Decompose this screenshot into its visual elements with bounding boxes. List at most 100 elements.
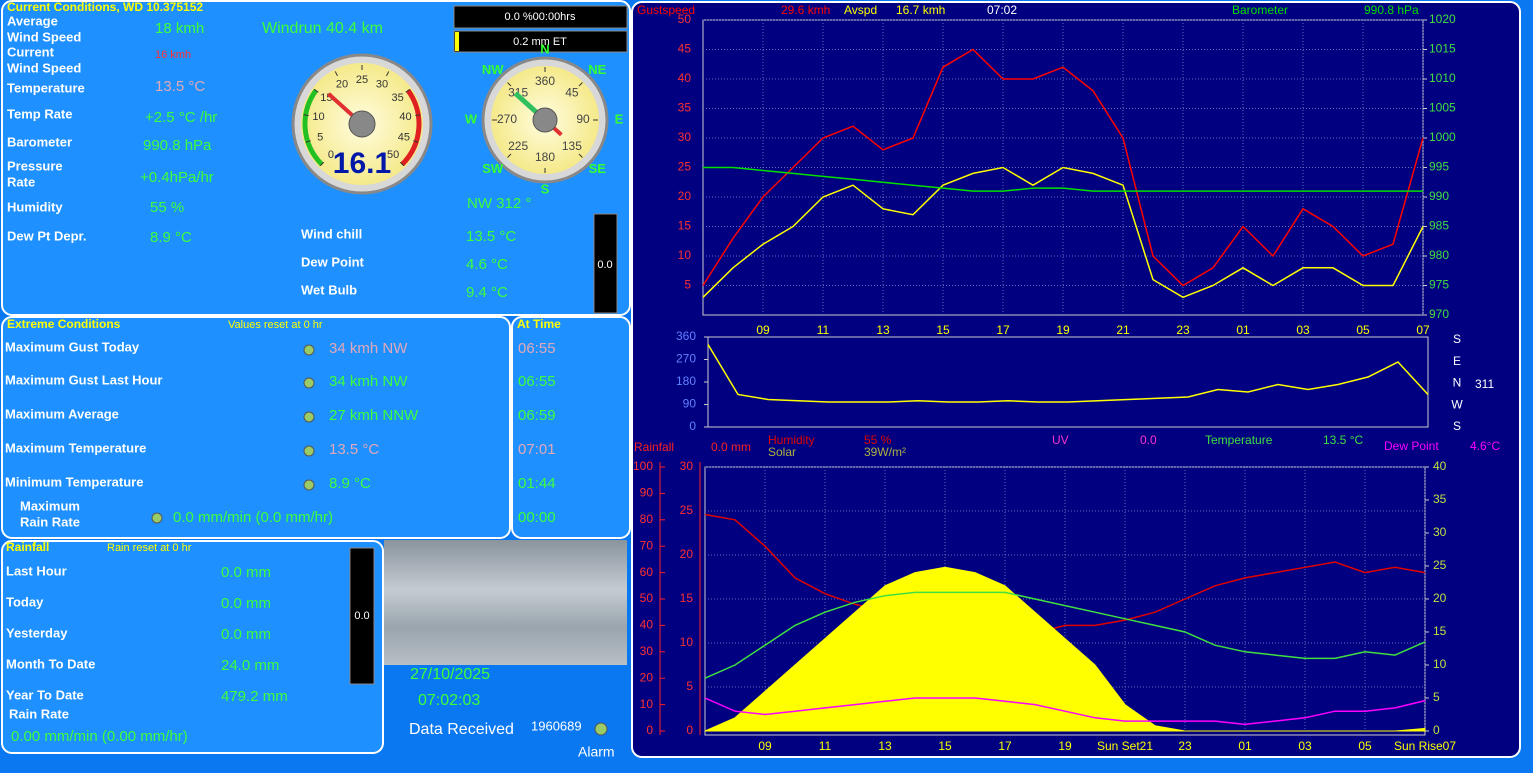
legend-reading: 990.8 hPa bbox=[1364, 3, 1419, 17]
y-tick-label: 20 bbox=[640, 670, 654, 684]
panel-title: Extreme Conditions bbox=[7, 317, 121, 331]
label: 1960689 bbox=[531, 718, 582, 733]
reading: +0.4hPa/hr bbox=[140, 169, 214, 186]
direction-label: W bbox=[1451, 397, 1463, 411]
x-tick-label: 05 bbox=[1356, 323, 1370, 337]
y-tick-label: 180 bbox=[676, 374, 696, 388]
y2-tick-label: 35 bbox=[1433, 492, 1447, 506]
direction-label: E bbox=[1453, 354, 1461, 368]
reading: 8.9 °C bbox=[329, 475, 371, 492]
legend-name: Temperature bbox=[1205, 433, 1273, 447]
y3-tick-label: 0 bbox=[686, 723, 693, 737]
sunshine-box bbox=[453, 5, 628, 29]
gauge-tick bbox=[319, 161, 325, 167]
legend-name: Gustspeed bbox=[637, 3, 695, 17]
x-tick-label: 11 bbox=[817, 323, 830, 337]
y2-tick-label: 30 bbox=[1433, 525, 1447, 539]
label: Rain reset at 0 hr bbox=[107, 542, 192, 554]
rain-total-bar bbox=[349, 547, 375, 685]
x-tick-label: 23 bbox=[1178, 739, 1192, 753]
y-tick-label: 5 bbox=[684, 278, 691, 292]
label: Barometer bbox=[7, 134, 72, 149]
y-tick-label: 90 bbox=[683, 397, 697, 411]
series-line bbox=[704, 591, 1426, 679]
reading: 18 kmh bbox=[155, 20, 204, 37]
led bbox=[303, 411, 315, 423]
led bbox=[303, 445, 315, 457]
compass-label: 270 bbox=[497, 112, 517, 126]
y3-tick-label: 30 bbox=[680, 459, 694, 473]
x-tick-label: 19 bbox=[1056, 323, 1070, 337]
y2-tick-label: 25 bbox=[1433, 558, 1447, 572]
y-tick-label: 270 bbox=[676, 352, 696, 366]
x-tick-label: 19 bbox=[1058, 739, 1072, 753]
panel-title: Current Conditions, WD 10.375152 bbox=[7, 0, 203, 14]
gauge-label: 35 bbox=[391, 92, 403, 104]
gauge-label: 30 bbox=[376, 79, 388, 91]
compass-label: 90 bbox=[576, 112, 590, 126]
reading: 990.8 hPa bbox=[143, 137, 212, 154]
reading: 8.9 °C bbox=[150, 229, 192, 246]
gauge-label: 50 bbox=[387, 149, 399, 161]
y2-tick-label: 970 bbox=[1429, 307, 1449, 321]
y-tick-label: 90 bbox=[640, 486, 654, 500]
legend-reading: 13.5 °C bbox=[1323, 433, 1363, 447]
y-tick-label: 45 bbox=[678, 42, 692, 56]
gauge-label: 25 bbox=[356, 74, 368, 86]
compass-point: W bbox=[465, 111, 478, 126]
legend-name: Avspd bbox=[844, 3, 877, 17]
reading: 9.4 °C bbox=[466, 284, 508, 301]
y-tick-label: 100 bbox=[633, 459, 653, 473]
legend-name: Barometer bbox=[1232, 3, 1288, 17]
y2-tick-label: 20 bbox=[1433, 591, 1447, 605]
y2-tick-label: 990 bbox=[1429, 189, 1449, 203]
x-tick-label: 11 bbox=[819, 739, 832, 753]
compass-label: 315 bbox=[508, 85, 528, 99]
y2-tick-label: 985 bbox=[1429, 219, 1449, 233]
label: Dew Point bbox=[301, 254, 365, 269]
gauge-tick bbox=[334, 71, 338, 77]
y-tick-label: 40 bbox=[640, 618, 654, 632]
y2-tick-label: 1010 bbox=[1429, 71, 1456, 85]
label: Month To Date bbox=[6, 656, 95, 671]
y-tick-label: 0 bbox=[646, 723, 653, 737]
y-tick-label: 30 bbox=[678, 130, 692, 144]
x-tick-label: 01 bbox=[1236, 323, 1250, 337]
y-tick-label: 10 bbox=[678, 248, 692, 262]
y2-tick-label: 995 bbox=[1429, 160, 1449, 174]
time: 06:55 bbox=[518, 340, 556, 357]
y2-tick-label: 980 bbox=[1429, 248, 1449, 262]
reading: 0.00 mm/min (0.00 mm/hr) bbox=[11, 728, 188, 745]
gauge-label: 10 bbox=[312, 111, 324, 123]
y-tick-label: 360 bbox=[676, 329, 696, 343]
reading: 27 kmh NNW bbox=[329, 407, 419, 424]
reading: 24.0 mm bbox=[221, 657, 279, 674]
direction-label: S bbox=[1453, 419, 1461, 433]
label: Temp Rate bbox=[7, 106, 73, 121]
compass-label: 180 bbox=[535, 150, 555, 164]
y2-tick-label: 40 bbox=[1433, 459, 1447, 473]
y-tick-label: 35 bbox=[678, 101, 692, 115]
compass-point: S bbox=[541, 181, 550, 196]
reading: 55 % bbox=[150, 199, 184, 216]
legend-reading: 16.7 kmh bbox=[896, 3, 945, 17]
label: 0.0 %00:00hrs bbox=[505, 11, 576, 23]
reading: 479.2 mm bbox=[221, 688, 288, 705]
y-tick-label: 10 bbox=[640, 697, 654, 711]
label: Minimum Temperature bbox=[5, 474, 143, 489]
gauge-tick bbox=[415, 114, 421, 117]
compass-point: N bbox=[540, 41, 549, 56]
reading: 13.5 °C bbox=[155, 78, 205, 95]
label: Current bbox=[7, 44, 55, 59]
series-line bbox=[702, 166, 1424, 299]
sky-image bbox=[384, 540, 627, 665]
time: 01:44 bbox=[518, 475, 556, 492]
y2-tick-label: 1015 bbox=[1429, 42, 1456, 56]
y3-tick-label: 25 bbox=[680, 503, 694, 517]
panel-title: Rainfall bbox=[6, 540, 49, 554]
y-tick-label: 40 bbox=[678, 71, 692, 85]
y3-tick-label: 20 bbox=[680, 547, 694, 561]
label: Data Received bbox=[409, 721, 514, 738]
gauge-label: 40 bbox=[399, 111, 411, 123]
